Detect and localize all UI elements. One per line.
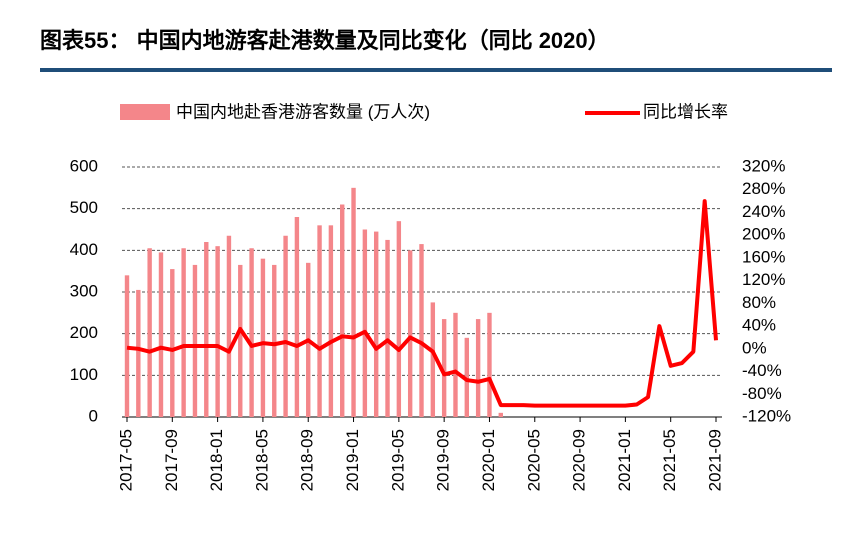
y-tick-label: 400 <box>70 240 98 259</box>
y-tick-label: 500 <box>70 198 98 217</box>
bar <box>192 264 198 417</box>
bar <box>136 289 141 417</box>
chart-title: 图表55： 中国内地游客赴港数量及同比变化（同比 2020） <box>40 28 610 53</box>
y2-tick-label: 200% <box>742 225 785 244</box>
x-tick-label: 2021-05 <box>660 429 679 491</box>
line <box>126 199 718 408</box>
bar <box>215 246 220 417</box>
y2-tick-label: -40% <box>742 361 782 380</box>
legend-label: 同比增长率 <box>643 102 728 121</box>
bar <box>124 275 130 417</box>
y2-tick-label: -120% <box>742 406 791 425</box>
bar <box>453 312 458 417</box>
x-tick-label: 2019-01 <box>343 429 362 491</box>
bar <box>147 248 152 417</box>
x-tick-label: 2021-09 <box>705 429 724 491</box>
bar <box>475 319 481 417</box>
bar <box>373 231 379 417</box>
x-tick-label: 2021-01 <box>615 429 634 491</box>
x-tick-label: 2020-01 <box>479 429 498 491</box>
title-rule <box>40 68 832 72</box>
bar <box>385 239 390 417</box>
x-tick-label: 2019-09 <box>434 429 453 491</box>
y2-tick-label: 240% <box>742 202 785 221</box>
bar <box>328 225 334 417</box>
bar <box>396 221 402 417</box>
bar <box>317 225 322 417</box>
y2-tick-label: -80% <box>742 384 782 403</box>
x-tick-label: 2017-09 <box>162 429 181 491</box>
x-tick-label: 2017-05 <box>116 429 135 491</box>
y2-tick-label: 40% <box>742 316 776 335</box>
bar <box>498 412 503 417</box>
bar <box>272 264 277 417</box>
y2-tick-label: 280% <box>742 179 785 198</box>
y-tick-label: 200 <box>70 323 98 342</box>
bar <box>204 242 209 417</box>
y2-tick-label: 160% <box>742 247 785 266</box>
x-tick-label: 2018-05 <box>252 429 271 491</box>
bar <box>487 312 492 417</box>
bar <box>407 250 413 417</box>
y-tick-label: 100 <box>70 365 98 384</box>
legend-swatch <box>120 104 170 120</box>
bar <box>249 248 254 417</box>
legend-label: 中国内地赴香港游客数量 (万人次) <box>176 102 430 121</box>
bar <box>362 229 368 417</box>
bar <box>294 217 300 417</box>
y2-tick-label: 320% <box>742 156 785 175</box>
y2-tick-label: 120% <box>742 270 785 289</box>
bar <box>430 302 436 417</box>
x-tick-label: 2020-05 <box>524 429 543 491</box>
x-tick-label: 2019-05 <box>388 429 407 491</box>
bar <box>238 264 243 417</box>
bar <box>260 258 266 417</box>
bar <box>351 187 356 417</box>
y2-tick-label: 0% <box>742 338 767 357</box>
x-tick-label: 2018-09 <box>298 429 317 491</box>
bar <box>419 244 424 417</box>
y-tick-label: 600 <box>70 156 98 175</box>
bar <box>158 252 164 417</box>
bar <box>464 337 470 417</box>
y-tick-label: 300 <box>70 281 98 300</box>
bar <box>226 235 232 417</box>
y2-tick-label: 80% <box>742 293 776 312</box>
bar <box>170 269 175 417</box>
x-tick-label: 2018-01 <box>207 429 226 491</box>
bar <box>340 204 345 417</box>
x-tick-label: 2020-09 <box>570 429 589 491</box>
y-tick-label: 0 <box>89 406 98 425</box>
bar <box>283 235 288 417</box>
bar <box>181 248 186 417</box>
bar <box>441 319 447 417</box>
